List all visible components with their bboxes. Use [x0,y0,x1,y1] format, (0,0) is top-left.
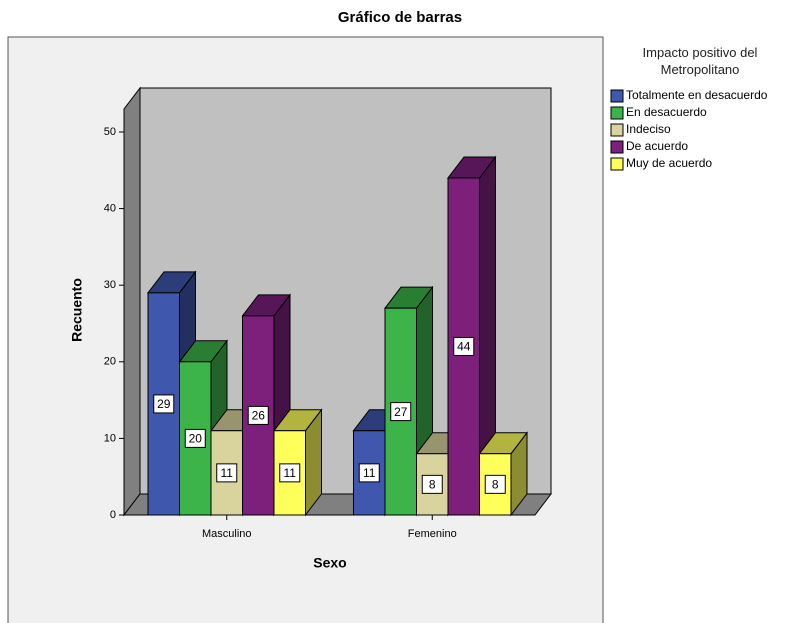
value-label: 8 [429,478,436,492]
legend-label: Totalmente en desacuerdo [626,88,768,102]
legend-swatch [610,157,624,171]
y-tick-label: 0 [110,509,116,521]
x-axis-label: Sexo [313,555,346,571]
value-label: 11 [221,466,234,480]
left-wall [123,86,141,517]
y-axis-label: Recuento [69,278,85,342]
value-label-box [247,405,269,425]
value-label-box [216,463,238,483]
value-label-box [184,428,206,448]
y-tick-label: 40 [104,202,116,214]
y-tick-label: 30 [104,279,116,291]
value-label: 26 [252,409,266,423]
chart-title: Gráfico de barras [338,9,462,26]
legend-title: Impacto positivo del Metropolitano [642,45,758,77]
legend-label: En desacuerdo [626,105,707,119]
legend-swatch [610,106,624,120]
value-label-box [153,394,175,414]
legend-swatch [610,123,624,137]
value-label: 27 [394,405,408,419]
legend-swatch [610,140,624,154]
y-tick-label: 50 [104,126,116,138]
value-label-box [279,463,301,483]
value-label-box [421,474,443,494]
value-label: 11 [363,466,376,480]
y-tick-label: 20 [104,356,116,368]
value-label-box [358,463,380,483]
value-label: 11 [284,466,297,480]
legend-label: De acuerdo [626,139,688,153]
x-tick-label: Masculino [202,528,252,540]
value-label-box [484,474,506,494]
x-tick-label: Femenino [408,528,457,540]
value-label: 8 [492,478,499,492]
value-label: 29 [157,397,171,411]
legend-label: Muy de acuerdo [626,156,712,170]
value-label: 44 [457,340,471,354]
value-label-box [453,336,475,356]
value-label-box [390,402,412,422]
legend-label: Indeciso [626,122,671,136]
y-tick-label: 10 [104,432,116,444]
legend-swatch [610,89,624,103]
value-label: 20 [189,432,203,446]
